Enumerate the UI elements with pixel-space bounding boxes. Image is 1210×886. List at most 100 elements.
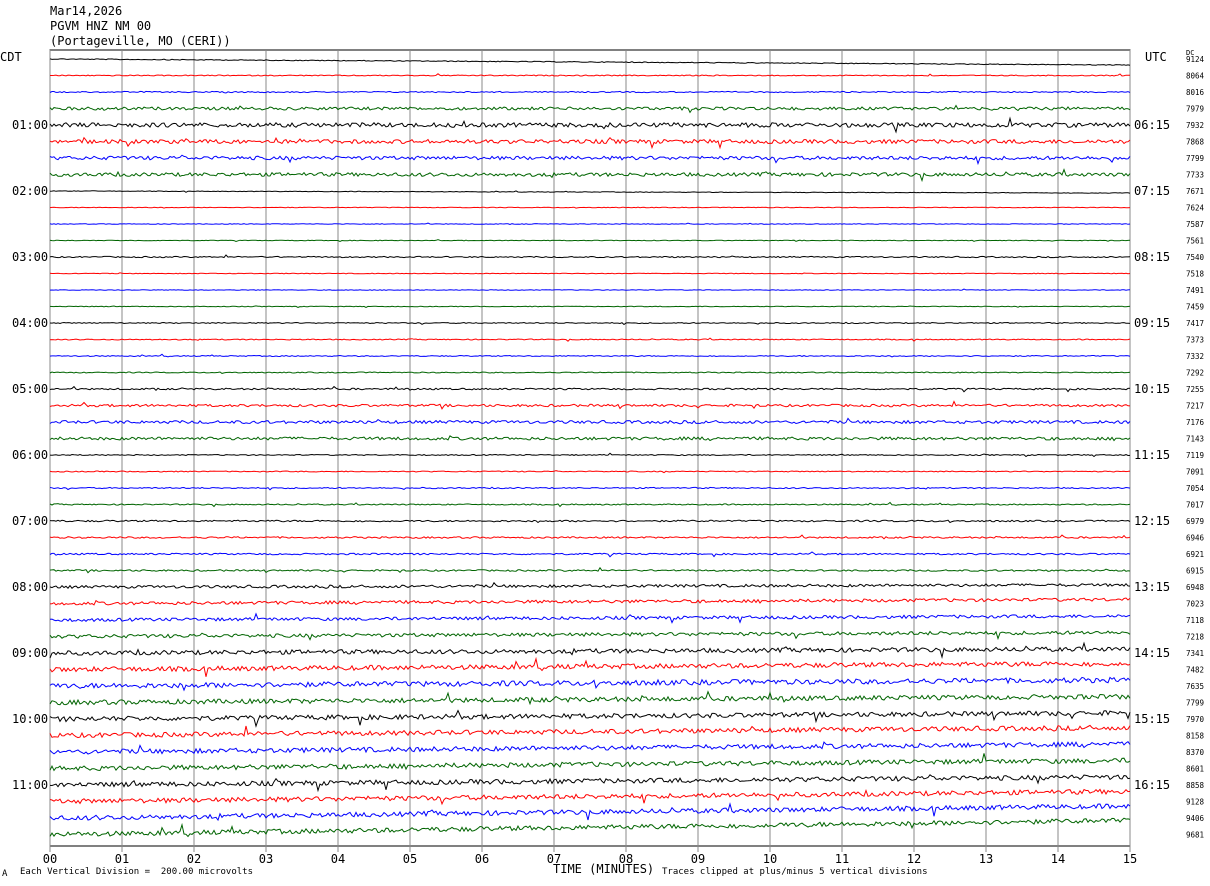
dc-offset-label: 6921 [1186,550,1204,559]
trace-line [49,272,1131,275]
x-tick-label: 07 [547,852,561,866]
trace-line [49,724,1131,739]
cdt-hour-label: 04:00 [12,316,48,330]
trace-line [49,452,1131,458]
x-tick-label: 08 [619,852,633,866]
dc-offset-label: 7518 [1186,270,1205,279]
trace-line [49,385,1131,393]
dc-offset-label: 8064 [1186,72,1205,81]
x-tick-label: 09 [691,852,705,866]
dc-offset-label: 7733 [1186,171,1204,180]
trace-line [49,656,1131,677]
x-tick-label: 10 [763,852,777,866]
dc-offset-label: 6948 [1186,583,1205,592]
dc-offset-label: 7054 [1186,484,1205,493]
trace-line [49,136,1131,150]
dc-offset-label: 7540 [1186,253,1205,262]
trace-line [49,337,1131,342]
utc-hour-label: 12:15 [1134,514,1170,528]
trace-line [49,371,1131,374]
x-tick-label: 00 [43,852,57,866]
trace-line [49,190,1131,194]
dc-offset-label: 9681 [1186,831,1204,840]
trace-line [49,612,1131,624]
dc-offset-label: 8370 [1186,748,1205,757]
dc-offset-label: 7587 [1186,220,1204,229]
utc-hour-label: 13:15 [1134,580,1170,594]
trace-line [49,288,1131,291]
dc-offset-label: 9406 [1186,814,1205,823]
x-tick-label: 04 [331,852,345,866]
utc-hour-label: 15:15 [1134,712,1170,726]
trace-line [49,566,1131,574]
trace-line [49,239,1131,243]
trace-line [49,753,1131,772]
dc-offset-label: 7218 [1186,633,1205,642]
cdt-hour-label: 11:00 [12,778,48,792]
dc-offset-label: 7799 [1186,154,1204,163]
dc-offset-label: 7176 [1186,418,1205,427]
trace-line [49,400,1131,410]
trace-line [49,222,1131,226]
trace-line [49,154,1131,166]
dc-offset-label: 7671 [1186,187,1204,196]
dc-offset-label: 7459 [1186,303,1204,312]
dc-offset-label: 7292 [1186,369,1204,378]
station-location: (Portageville, MO (CERI)) [50,34,231,48]
trace-line [49,641,1131,659]
trace-line [49,470,1131,474]
x-tick-label: 03 [259,852,273,866]
dc-offset-label: 7091 [1186,468,1204,477]
dc-offset-label: 9128 [1186,798,1205,807]
dc-offset-label: 8016 [1186,88,1205,97]
dc-offset-label: 7023 [1186,600,1204,609]
station-date: Mar14,2026 [50,4,123,18]
dc-offset-label: 7143 [1186,435,1204,444]
seismic-traces [49,58,1131,838]
trace-line [49,802,1131,822]
dc-offset-label: 7482 [1186,666,1204,675]
utc-hour-label: 06:15 [1134,118,1170,132]
trace-line [49,630,1131,641]
dc-offset-label: 7341 [1186,649,1204,658]
cdt-hour-label: 03:00 [12,250,48,264]
station-channel: PGVM HNZ NM 00 [50,19,152,33]
trace-line [49,519,1131,524]
utc-hour-label: 16:15 [1134,778,1170,792]
dc-offset-label: 7373 [1186,336,1204,345]
utc-hour-label: 07:15 [1134,184,1170,198]
trace-line [49,534,1131,540]
dc-offset-label: 7255 [1186,385,1204,394]
trace-line [49,58,1131,66]
trace-line [49,774,1131,793]
axis-labels: 00 01 02 03 04 05 06 07 08 09 10 11 12 13 14 15 9124 8064… [12,55,1205,866]
cdt-hour-label: 01:00 [12,118,48,132]
cdt-hour-label: 05:00 [12,382,48,396]
dc-offset-label: 6979 [1186,517,1204,526]
x-tick-label: 15 [1123,852,1137,866]
dc-offset-label: 7635 [1186,682,1204,691]
dc-offset-label: 6946 [1186,534,1205,543]
utc-hour-label: 14:15 [1134,646,1170,660]
trace-line [49,709,1131,728]
utc-hour-label: 11:15 [1134,448,1170,462]
trace-line [49,551,1131,558]
trace-line [49,740,1131,755]
dc-offset-label: 7624 [1186,204,1205,213]
dc-offset-label: 7017 [1186,501,1204,510]
x-tick-label: 13 [979,852,993,866]
x-tick-label: 06 [475,852,489,866]
clip-note: Traces clipped at plus/minus 5 vertical … [662,867,928,877]
x-tick-label: 11 [835,852,849,866]
dc-offset-label: 7970 [1186,715,1205,724]
x-tick-label: 02 [187,852,201,866]
dc-offset-label: 7119 [1186,451,1204,460]
trace-line [49,168,1131,183]
trace-line [49,353,1131,358]
trace-line [49,435,1131,442]
plot-frame [49,49,1131,847]
dc-offset-label: 7417 [1186,319,1204,328]
trace-line [49,597,1131,606]
corner-mark: A [2,869,8,879]
